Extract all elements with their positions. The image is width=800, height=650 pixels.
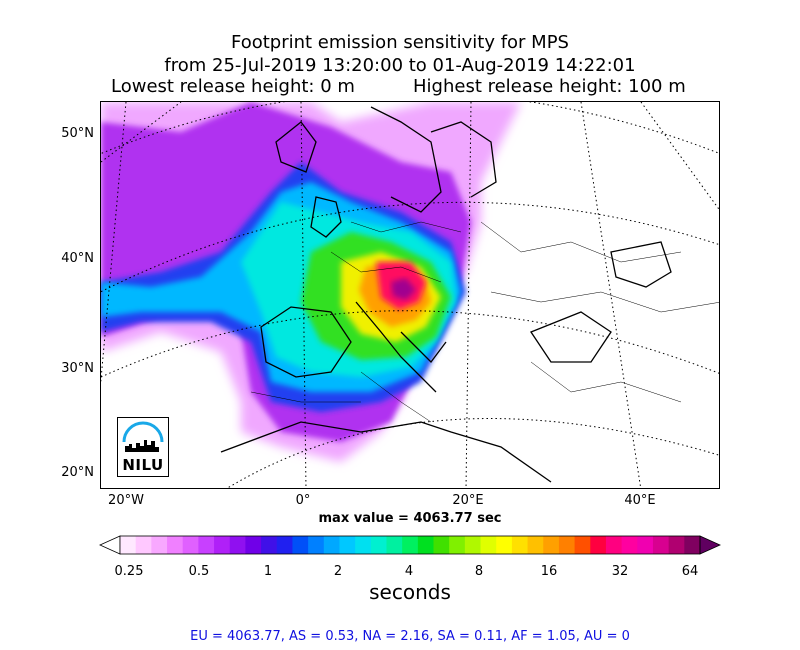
colorbar-swatch	[621, 536, 638, 554]
colorbar-tick: 64	[681, 564, 699, 579]
colorbar-swatch	[511, 536, 528, 554]
colorbar-swatch	[120, 536, 137, 554]
colorbar-swatch	[355, 536, 372, 554]
map-canvas	[101, 102, 719, 488]
colorbar-frame	[119, 535, 701, 555]
colorbar-swatch	[386, 536, 403, 554]
colorbar	[99, 535, 721, 555]
colorbar-swatch	[574, 536, 591, 554]
title-line-2: from 25-Jul-2019 13:20:00 to 01-Aug-2019…	[164, 55, 636, 76]
lat-label-20n: 20°N	[61, 465, 94, 480]
colorbar-swatch	[182, 536, 199, 554]
nilu-logo: NILU	[117, 417, 169, 477]
colorbar-tick: 1	[263, 564, 273, 579]
colorbar-swatch	[308, 536, 325, 554]
lowest-release-height: Lowest release height: 0 m	[111, 76, 355, 97]
colorbar-swatch	[135, 536, 152, 554]
colorbar-tick: 4	[404, 564, 414, 579]
colorbar-swatch	[214, 536, 231, 554]
colorbar-swatch	[449, 536, 466, 554]
colorbar-tick: 2	[333, 564, 343, 579]
plume-layer	[101, 102, 521, 462]
footprint-map: NILU	[100, 101, 720, 489]
colorbar-swatch	[605, 536, 623, 554]
graticule	[101, 102, 719, 488]
max-value-text: max value = 4063.77 sec	[318, 511, 502, 526]
colorbar-swatch	[323, 536, 340, 554]
colorbar-swatch	[167, 536, 184, 554]
colorbar-swatch	[668, 536, 685, 554]
colorbar-swatch	[229, 536, 246, 554]
title-line-1: Footprint emission sensitivity for MPS	[231, 32, 569, 53]
colorbar-under-arrow	[99, 535, 121, 555]
colorbar-swatch	[527, 536, 544, 554]
colorbar-swatch	[198, 536, 215, 554]
borders	[250, 221, 719, 423]
colorbar-tick: 32	[611, 564, 629, 579]
colorbar-swatch	[433, 536, 450, 554]
colorbar-swatch	[480, 536, 497, 554]
coastlines	[220, 106, 672, 483]
colorbar-swatch	[402, 536, 419, 554]
highest-release-height: Highest release height: 100 m	[413, 76, 686, 97]
lat-label-40n: 40°N	[61, 251, 94, 266]
colorbar-swatch	[370, 536, 387, 554]
colorbar-swatch	[276, 536, 293, 554]
colorbar-swatch	[261, 536, 278, 554]
colorbar-swatch	[339, 536, 356, 554]
colorbar-tick: 0.5	[188, 564, 210, 579]
colorbar-swatch	[652, 536, 670, 554]
colorbar-swatch	[543, 536, 560, 554]
nilu-skyline-icon	[122, 421, 164, 452]
lon-label-40e: 40°E	[624, 493, 656, 508]
region-summary: EU = 4063.77, AS = 0.53, NA = 2.16, SA =…	[190, 629, 630, 644]
colorbar-tick: 0.25	[114, 564, 144, 579]
colorbar-swatch	[292, 536, 309, 554]
colorbar-swatch	[637, 536, 654, 554]
colorbar-over-arrow	[699, 535, 721, 555]
lon-label-20e: 20°E	[452, 493, 484, 508]
colorbar-swatch	[245, 536, 262, 554]
lat-label-30n: 30°N	[61, 361, 94, 376]
colorbar-swatch	[684, 536, 701, 554]
colorbar-swatch	[151, 536, 168, 554]
colorbar-swatch	[590, 536, 607, 554]
nilu-logo-text: NILU	[122, 456, 164, 474]
lon-label-20w: 20°W	[108, 493, 144, 508]
lat-label-50n: 50°N	[61, 126, 94, 141]
colorbar-swatch	[417, 536, 434, 554]
plume-magenta	[391, 278, 416, 300]
colorbar-swatch	[496, 536, 513, 554]
lon-label-0: 0°	[295, 493, 311, 508]
colorbar-swatch	[558, 536, 575, 554]
colorbar-label: seconds	[369, 580, 451, 604]
colorbar-tick: 16	[540, 564, 558, 579]
colorbar-tick: 8	[474, 564, 484, 579]
colorbar-swatch	[464, 536, 481, 554]
